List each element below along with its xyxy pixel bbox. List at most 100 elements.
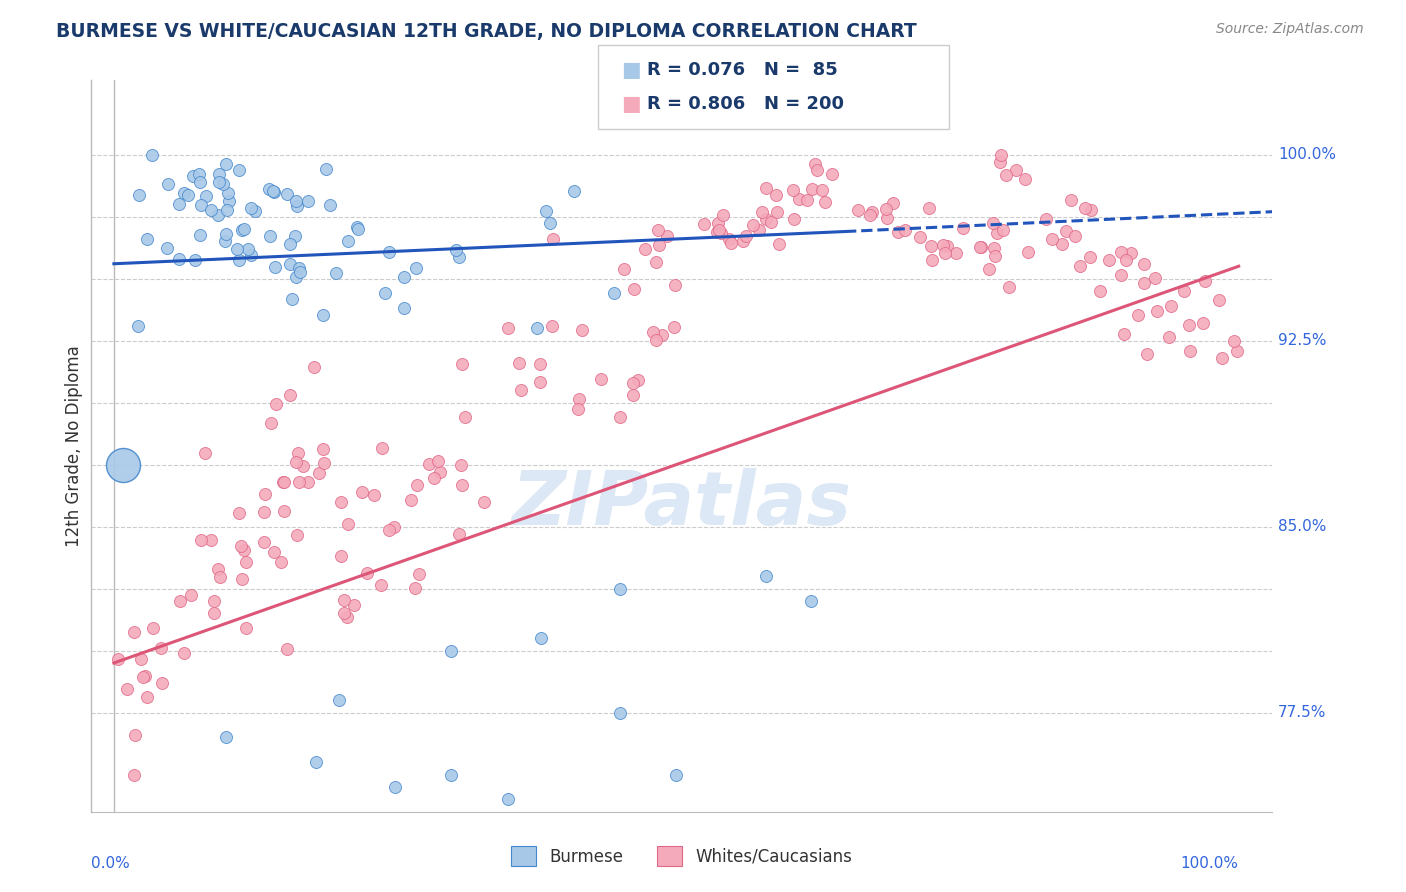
Point [609,582,631,596]
Point [392,270,415,285]
Point [231,539,253,553]
Point [418,457,440,471]
Point [276,187,298,202]
Point [451,478,474,492]
Point [404,581,426,595]
Point [215,202,238,217]
Point [278,236,301,251]
Point [264,260,287,274]
Point [262,184,284,198]
Point [1109,245,1132,260]
Point [305,755,328,769]
Text: R = 0.076   N =  85: R = 0.076 N = 85 [647,61,838,78]
Point [1060,193,1083,207]
Point [336,610,359,624]
Point [150,641,173,656]
Point [1017,244,1039,259]
Point [1035,211,1057,226]
Point [1211,351,1233,365]
Point [336,516,359,531]
Point [952,221,974,235]
Point [273,475,295,490]
Point [741,218,763,232]
Point [150,676,173,690]
Point [259,182,281,196]
Point [707,223,730,237]
Point [1050,236,1073,251]
Point [384,780,406,794]
Y-axis label: 12th Grade, No Diploma: 12th Grade, No Diploma [65,345,83,547]
Point [239,201,262,215]
Point [934,245,956,260]
Point [530,631,553,645]
Point [603,285,626,300]
Point [405,260,427,275]
Point [814,194,837,209]
Point [945,246,967,260]
Point [1114,326,1136,341]
Point [263,186,285,200]
Point [713,208,735,222]
Point [315,161,337,176]
Point [508,356,530,370]
Point [1208,293,1230,307]
Point [288,261,311,276]
Point [202,606,225,620]
Text: Source: ZipAtlas.com: Source: ZipAtlas.com [1216,22,1364,37]
Point [276,642,298,657]
Point [768,236,790,251]
Text: 100.0%: 100.0% [1278,147,1336,162]
Point [273,504,295,518]
Point [529,357,551,371]
Point [932,238,955,252]
Point [993,223,1015,237]
Point [645,334,668,348]
Point [1136,347,1159,361]
Point [894,223,917,237]
Point [806,162,828,177]
Point [1069,259,1091,273]
Point [887,225,910,239]
Point [1042,232,1064,246]
Legend: Burmese, Whites/Caucasians: Burmese, Whites/Caucasians [505,839,859,873]
Point [541,232,564,246]
Text: ZIPatlas: ZIPatlas [512,468,852,541]
Point [804,157,827,171]
Point [623,282,645,296]
Point [278,388,301,402]
Point [392,301,415,315]
Point [783,212,806,227]
Point [124,728,146,742]
Point [232,222,254,236]
Point [176,188,198,202]
Point [215,731,238,745]
Point [1098,253,1121,268]
Point [285,194,308,208]
Point [214,234,236,248]
Point [399,492,422,507]
Point [287,446,309,460]
Point [918,201,941,215]
Point [370,578,392,592]
Point [215,227,238,242]
Point [228,506,250,520]
Point [350,485,373,500]
Point [127,318,149,333]
Point [1064,228,1087,243]
Point [195,188,218,202]
Point [169,594,191,608]
Point [1128,308,1150,322]
Point [284,269,307,284]
Point [1157,330,1180,344]
Point [755,211,778,226]
Point [710,226,733,240]
Point [278,257,301,271]
Point [936,239,959,253]
Point [374,286,396,301]
Point [665,767,688,781]
Point [231,223,253,237]
Point [124,624,146,639]
Point [447,527,470,541]
Text: 92.5%: 92.5% [1278,333,1326,348]
Point [1132,256,1154,270]
